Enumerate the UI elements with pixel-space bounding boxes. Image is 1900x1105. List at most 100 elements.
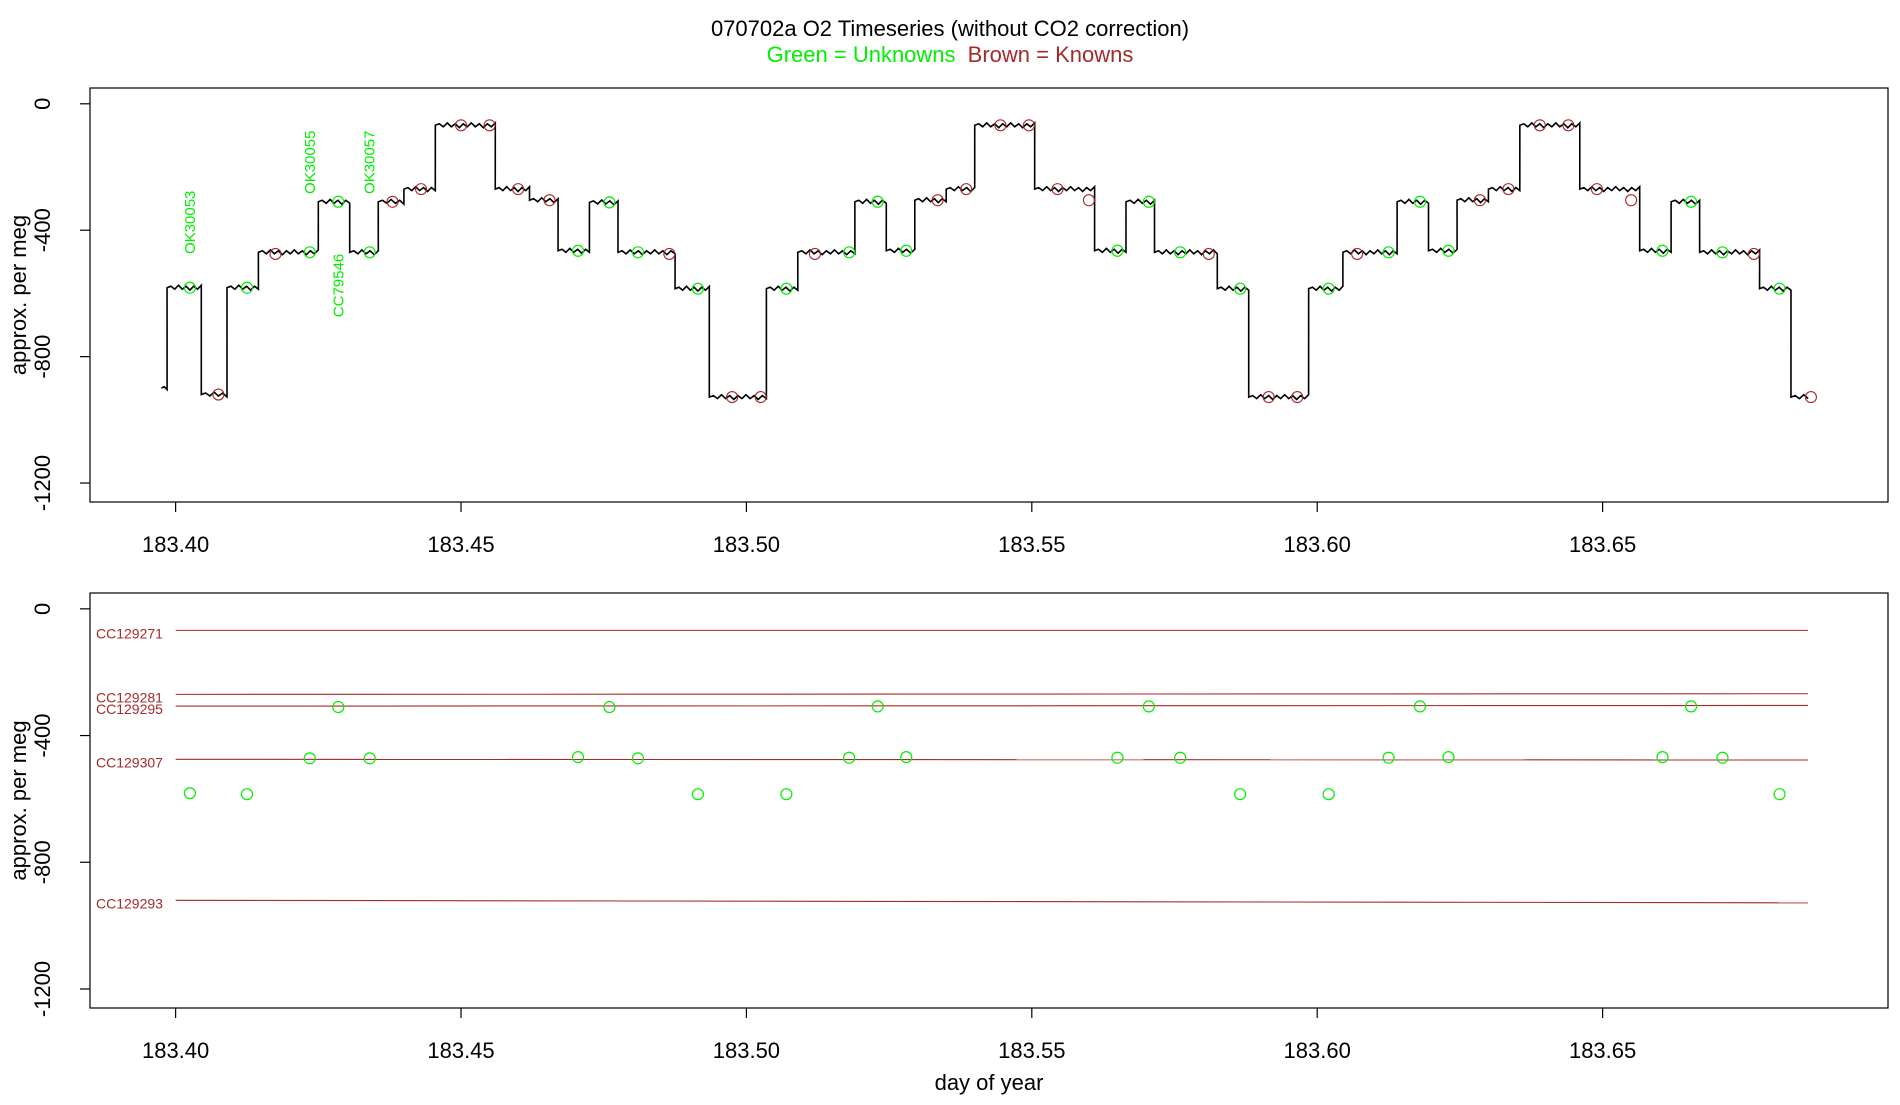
bottom-panel: 183.40 183.45 183.50 183.55 183.60 183.65 0 -40…	[6, 592, 1889, 1095]
known-point	[543, 194, 556, 207]
x-tick-label: 183.60	[1284, 1038, 1351, 1063]
subtitle-knowns: Brown = Knowns	[968, 42, 1134, 67]
unknown-point	[1111, 244, 1124, 257]
unknown-point	[1656, 244, 1669, 257]
chart-subtitle: Green = Unknowns Brown = Knowns	[767, 42, 1134, 67]
unknown-point	[1174, 246, 1187, 259]
unknown-point	[1656, 750, 1669, 764]
x-tick-label: 183.50	[713, 532, 780, 557]
x-tick-label: 183.65	[1569, 1038, 1636, 1063]
known-point	[1562, 119, 1575, 132]
known-point	[454, 119, 468, 132]
unknown-point	[603, 196, 616, 209]
unknown-point	[240, 788, 254, 801]
unknown-point	[332, 195, 345, 208]
y-tick-label: -1200	[30, 961, 55, 1017]
known-line	[175, 704, 1809, 707]
unknown-point	[1684, 195, 1698, 208]
unknown-point	[363, 752, 376, 765]
known-point	[663, 247, 676, 260]
unknown-point	[1773, 282, 1786, 295]
y-axis-label: approx. per meg	[6, 720, 31, 880]
x-tick-label: 183.55	[998, 1038, 1065, 1063]
unknown-point	[571, 244, 585, 257]
plot-frame	[89, 592, 1889, 1009]
y-tick-label: -1200	[30, 455, 55, 511]
known-point	[483, 119, 496, 132]
known-point	[1502, 183, 1515, 196]
subtitle-unknowns: Green = Unknowns	[767, 42, 956, 67]
sample-annotation: OK30055	[302, 131, 319, 194]
unknown-point	[631, 752, 645, 765]
known-point	[1022, 119, 1036, 132]
x-tick-label: 183.45	[427, 1038, 494, 1063]
known-point	[960, 183, 973, 196]
unknown-point	[1322, 788, 1335, 801]
known-point	[386, 195, 399, 208]
sample-annotation: OK30057	[362, 131, 379, 194]
unknown-point	[603, 700, 616, 714]
known-point	[1202, 247, 1215, 260]
x-tick-label: 183.55	[998, 532, 1065, 557]
y-tick-label: -800	[30, 335, 55, 379]
unknown-point	[1382, 751, 1395, 764]
y-tick-label: 0	[30, 603, 55, 615]
unknown-point	[1684, 700, 1698, 713]
known-point	[1051, 183, 1064, 196]
known-point	[1747, 247, 1760, 260]
y-tick-label: -800	[30, 840, 55, 884]
known-point	[212, 388, 225, 401]
y-tick-label: -400	[30, 714, 55, 758]
sample-annotation: OK30053	[182, 191, 199, 254]
unknown-point	[1382, 246, 1395, 259]
x-tick-label: 183.45	[427, 532, 494, 557]
known-line	[175, 693, 1809, 695]
known-point	[1082, 194, 1095, 207]
known-point	[808, 247, 821, 260]
unknown-point	[1142, 195, 1155, 208]
unknown-point	[900, 244, 913, 257]
unknown-point	[1716, 751, 1729, 764]
unknown-point	[1234, 282, 1247, 295]
known-point	[994, 119, 1007, 132]
unknown-point	[1413, 700, 1427, 713]
top-panel: 183.40 183.45 183.50 183.55 183.60 183.65 0 -40…	[6, 87, 1889, 557]
known-point	[512, 183, 525, 196]
unknown-point	[631, 246, 645, 259]
unknown-point	[183, 281, 196, 294]
x-axis-label: day of year	[935, 1070, 1044, 1095]
known-point	[1351, 247, 1364, 260]
unknown-point	[1111, 751, 1124, 764]
unknown-point	[1413, 195, 1427, 208]
unknown-point	[871, 700, 884, 713]
known-line-label: CC129295	[96, 701, 163, 717]
x-tick-label: 183.60	[1284, 532, 1351, 557]
unknown-point	[843, 246, 856, 259]
unknown-point	[1142, 700, 1155, 713]
unknown-point	[1442, 244, 1455, 257]
sample-annotation: CC79546	[330, 254, 347, 317]
known-point	[1473, 194, 1486, 207]
x-tick-label: 183.40	[142, 1038, 209, 1063]
y-axis-label: approx. per meg	[6, 215, 31, 375]
unknown-point	[900, 750, 913, 764]
unknown-point	[571, 750, 585, 764]
unknown-point	[1174, 751, 1187, 764]
known-point	[931, 194, 944, 207]
known-line-label: CC129307	[96, 754, 163, 770]
unknown-point	[1716, 246, 1729, 259]
unknown-point	[332, 700, 345, 714]
known-point	[269, 247, 282, 260]
unknown-point	[780, 282, 793, 295]
x-tick-label: 183.65	[1569, 532, 1636, 557]
unknown-point	[843, 751, 856, 764]
unknown-point	[780, 788, 793, 801]
y-tick-label: -400	[30, 208, 55, 252]
unknown-point	[691, 282, 704, 295]
unknown-point	[303, 246, 316, 259]
unknown-point	[303, 752, 316, 765]
unknown-point	[240, 281, 254, 294]
known-point	[726, 391, 739, 404]
